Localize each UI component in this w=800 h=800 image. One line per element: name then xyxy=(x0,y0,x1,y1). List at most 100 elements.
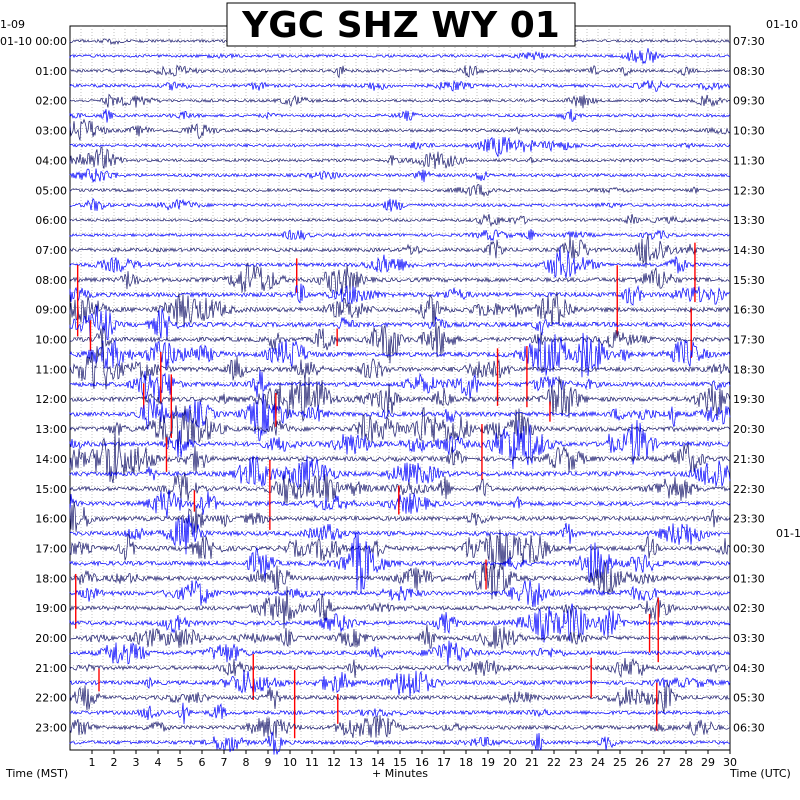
left-hour-label: 00:00 xyxy=(35,35,67,48)
left-hour-label: 04:00 xyxy=(35,154,67,167)
seismic-trace xyxy=(69,183,731,198)
x-tick-label: 5 xyxy=(177,756,184,769)
left-hour-label: 22:00 xyxy=(35,692,67,705)
right-hour-label: 13:30 xyxy=(733,214,765,227)
left-hour-label: 18:00 xyxy=(35,572,67,585)
x-tick-label: 26 xyxy=(635,756,649,769)
seismic-trace xyxy=(69,472,731,504)
x-tick-label: 13 xyxy=(349,756,363,769)
right-hour-label: 18:30 xyxy=(733,363,765,376)
seismic-trace xyxy=(69,136,731,158)
left-hour-label: 06:00 xyxy=(35,214,67,227)
left-hour-label: 19:00 xyxy=(35,602,67,615)
left-hour-label: 02:00 xyxy=(35,95,67,108)
seismic-trace xyxy=(69,93,731,109)
seismic-trace xyxy=(69,342,731,390)
seismic-trace xyxy=(69,586,731,629)
left-hour-label: 14:00 xyxy=(35,453,67,466)
x-tick-label: 9 xyxy=(265,756,272,769)
left-hour-label: 16:00 xyxy=(35,513,67,526)
right-hour-label: 04:30 xyxy=(733,662,765,675)
seismic-trace xyxy=(69,305,731,341)
seismic-trace xyxy=(69,640,731,666)
seismic-trace xyxy=(69,514,731,555)
left-hour-label: 03:00 xyxy=(35,125,67,138)
right-hour-label: 12:30 xyxy=(733,184,765,197)
seismic-trace xyxy=(69,419,730,470)
right-hour-label: 15:30 xyxy=(733,274,765,287)
right-date-label-1: 01-10 xyxy=(766,18,798,31)
right-time-labels: 07:30 08:30 09:30 10:30 11:30 12:30 13:30 14:30… xyxy=(733,35,765,735)
right-date-label-2: 01-1 xyxy=(776,527,800,540)
x-tick-label: 6 xyxy=(199,756,206,769)
seismic-trace xyxy=(69,48,731,65)
left-date-label-2: 01-10 xyxy=(0,35,32,48)
x-tick-label: 21 xyxy=(525,756,539,769)
x-tick-label: 11 xyxy=(305,756,319,769)
left-hour-label: 23:00 xyxy=(35,722,67,735)
seismic-trace xyxy=(69,579,731,608)
left-hour-label: 20:00 xyxy=(35,632,67,645)
right-hour-label: 02:30 xyxy=(733,602,765,615)
left-hour-label: 15:00 xyxy=(35,483,67,496)
right-hour-label: 20:30 xyxy=(733,423,765,436)
x-tick-label: 23 xyxy=(569,756,583,769)
seismic-trace xyxy=(69,234,731,268)
right-hour-label: 23:30 xyxy=(733,513,765,526)
left-hour-label: 10:00 xyxy=(35,334,67,347)
x-tick-label: 29 xyxy=(701,756,715,769)
x-tick-label: 22 xyxy=(547,756,561,769)
x-tick-label: 18 xyxy=(459,756,473,769)
x-tick-label: 24 xyxy=(591,756,605,769)
seismic-trace xyxy=(69,64,731,79)
seismic-trace xyxy=(69,624,731,650)
seismic-trace xyxy=(69,246,731,279)
seismic-trace xyxy=(69,79,731,93)
left-hour-label: 07:00 xyxy=(35,244,67,257)
seismic-trace xyxy=(69,681,731,714)
seismic-trace xyxy=(69,501,731,535)
x-tick-label: 19 xyxy=(481,756,495,769)
seismic-trace xyxy=(69,561,731,600)
left-axis-title: Time (MST) xyxy=(5,767,68,780)
seismic-trace xyxy=(69,228,731,242)
x-tick-label: 28 xyxy=(679,756,693,769)
right-hour-label: 16:30 xyxy=(733,304,765,317)
left-hour-label: 05:00 xyxy=(35,184,67,197)
seismic-trace xyxy=(69,197,731,212)
seismic-trace xyxy=(69,657,731,678)
x-tick-label: 20 xyxy=(503,756,517,769)
seismic-trace xyxy=(69,529,731,570)
right-hour-label: 01:30 xyxy=(733,572,765,585)
right-hour-label: 22:30 xyxy=(733,483,765,496)
right-hour-label: 05:30 xyxy=(733,692,765,705)
right-hour-label: 21:30 xyxy=(733,453,765,466)
seismic-trace xyxy=(69,455,731,492)
trace-group xyxy=(69,37,731,755)
left-hour-label: 17:00 xyxy=(35,542,67,555)
seismic-trace xyxy=(69,213,731,228)
left-hour-label: 21:00 xyxy=(35,662,67,675)
x-tick-label: 3 xyxy=(133,756,140,769)
seismic-trace xyxy=(69,168,731,183)
x-tick-label: 17 xyxy=(437,756,451,769)
right-axis-title: Time (UTC) xyxy=(729,767,791,780)
x-tick-label: 10 xyxy=(283,756,297,769)
right-hour-label: 14:30 xyxy=(733,244,765,257)
x-axis-label: + Minutes xyxy=(372,767,428,780)
right-hour-label: 08:30 xyxy=(733,65,765,78)
seismic-trace xyxy=(69,603,731,643)
title-box xyxy=(226,2,576,47)
left-hour-label: 12:00 xyxy=(35,393,67,406)
x-tick-label: 14 xyxy=(371,756,385,769)
x-tick-label: 4 xyxy=(155,756,162,769)
seismic-trace xyxy=(69,262,731,295)
left-date-label-1: 1-09 xyxy=(0,18,25,31)
seismic-trace xyxy=(69,715,731,739)
right-hour-label: 19:30 xyxy=(733,393,765,406)
left-hour-label: 13:00 xyxy=(35,423,67,436)
right-hour-label: 10:30 xyxy=(733,125,765,138)
seismic-trace xyxy=(69,146,731,170)
seismic-trace xyxy=(69,731,731,755)
